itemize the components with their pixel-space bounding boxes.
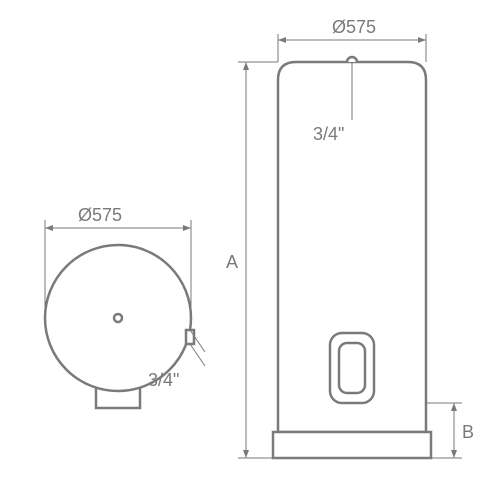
side-port-top	[186, 330, 194, 344]
label-port-top: 3/4"	[148, 370, 179, 390]
top-port-side	[347, 57, 357, 62]
top-view: Ø575 3/4"	[45, 205, 205, 408]
label-diameter-side: Ø575	[332, 17, 376, 37]
tank-base-side	[273, 432, 431, 458]
label-base-B: B	[462, 422, 474, 442]
dim-height-A: A	[226, 62, 278, 458]
label-port-side: 3/4"	[313, 124, 344, 144]
label-height-A: A	[226, 252, 238, 272]
side-view: Ø575 3/4" A B	[226, 17, 474, 458]
dimension-drawing: Ø575 3/4" A B	[0, 0, 500, 500]
dim-top-diameter-side: Ø575	[278, 17, 426, 62]
dim-base-B: B	[426, 403, 474, 458]
label-diameter-top: Ø575	[78, 205, 122, 225]
